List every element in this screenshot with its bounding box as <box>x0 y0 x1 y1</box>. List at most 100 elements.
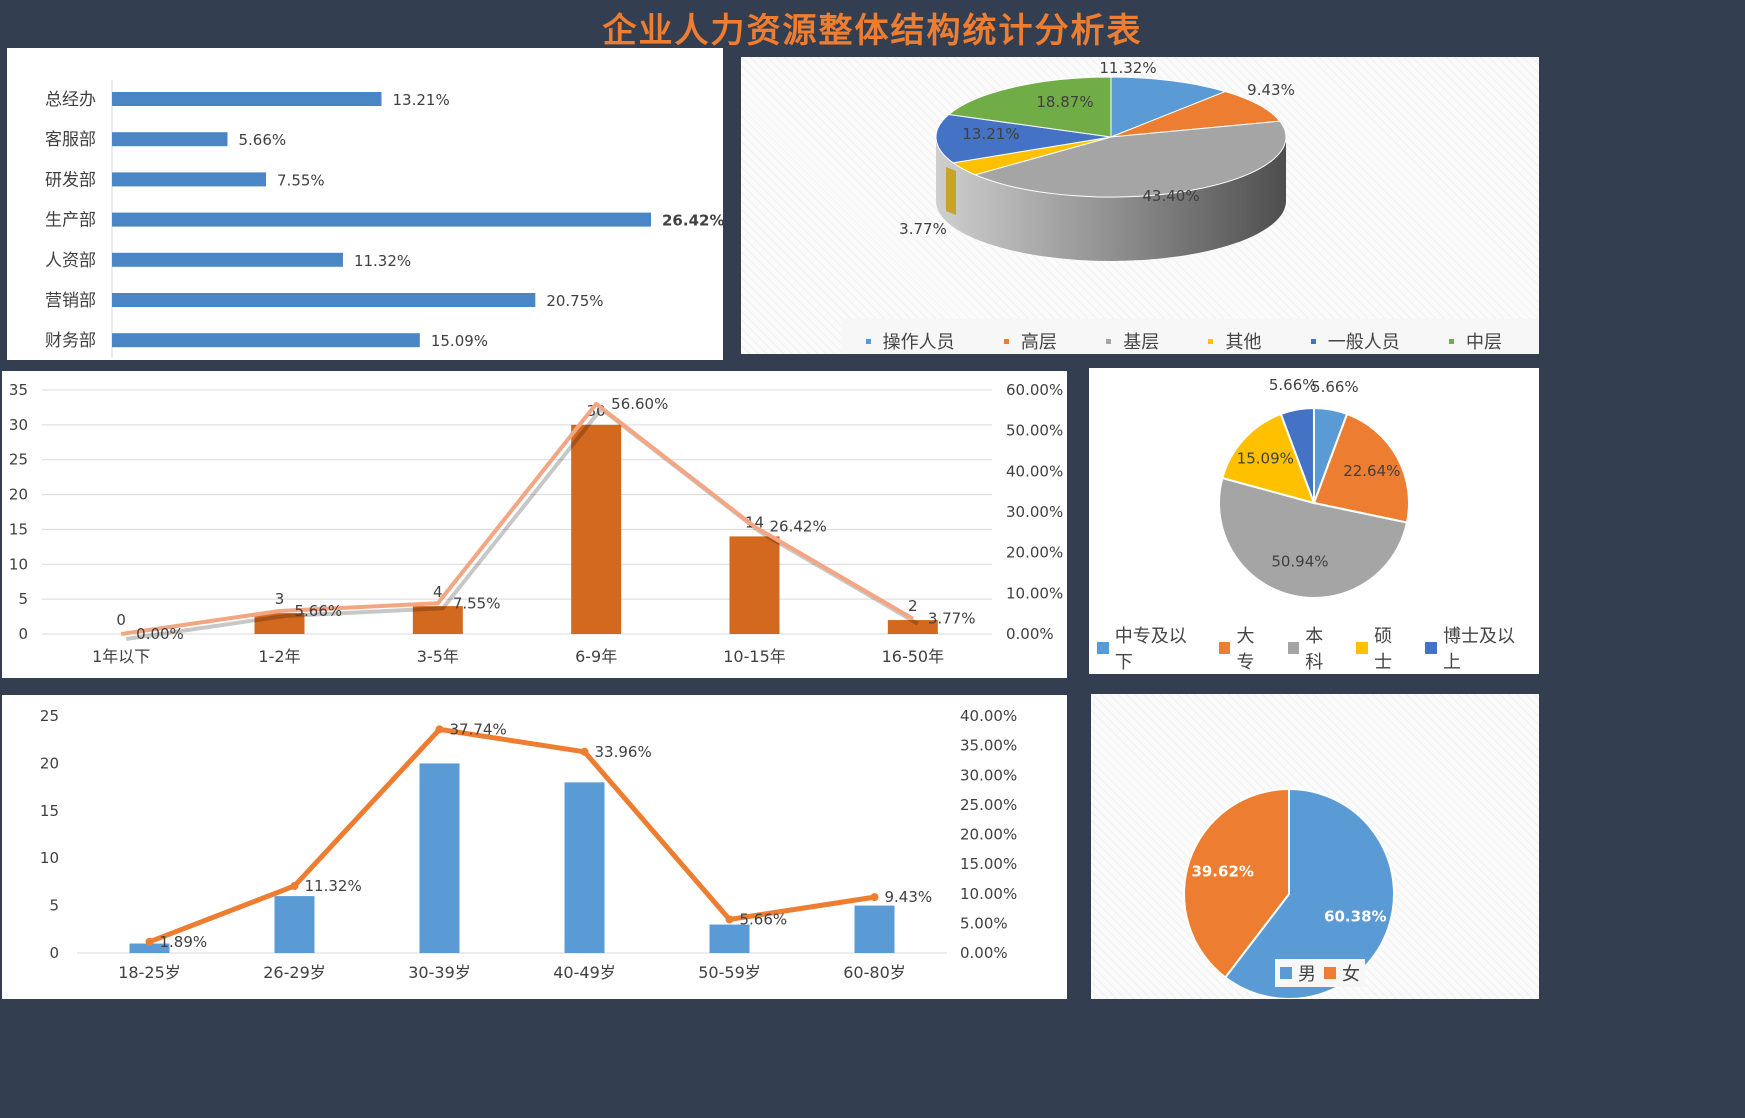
bar <box>412 606 463 634</box>
x-category-label: 10-15年 <box>723 647 786 666</box>
line-value-label: 1.89% <box>160 933 208 951</box>
legend-label: 操作人员 <box>882 332 955 353</box>
x-category-label: 18-25岁 <box>118 963 181 982</box>
pie-slice-label: 9.43% <box>1247 81 1295 99</box>
department-bar-chart-panel: 总经办 13.21% 客服部 5.66% 研发部 7.55% 生产部 26.42% 人资部 11.… <box>7 48 723 360</box>
y-left-tick: 20 <box>9 486 28 504</box>
legend-label: 一般人员 <box>1327 332 1400 353</box>
pie-slice-label: 60.38% <box>1324 907 1386 925</box>
dept-bar <box>112 212 651 227</box>
y-right-tick: 40.00% <box>960 707 1017 725</box>
legend-swatch <box>1310 338 1316 344</box>
legend-item: 中层 <box>1449 328 1502 354</box>
pie-slice <box>947 76 1112 138</box>
line-value-label: 33.96% <box>595 743 652 761</box>
dept-category-label: 研发部 <box>45 170 96 190</box>
line-marker <box>580 747 589 756</box>
y-left-tick: 15 <box>9 520 28 538</box>
pie-slice-label: 43.40% <box>1142 187 1199 205</box>
dept-category-label: 人资部 <box>45 251 96 271</box>
legend-label: 基层 <box>1123 332 1160 353</box>
x-category-label: 26-29岁 <box>263 963 326 982</box>
line-marker <box>145 937 154 946</box>
legend-swatch <box>1324 967 1336 979</box>
y-left-tick: 35 <box>9 381 28 399</box>
dept-bar <box>112 92 382 106</box>
legend-swatch <box>1425 642 1438 654</box>
dept-bar <box>112 132 228 147</box>
bar-value-label: 3 <box>275 590 285 608</box>
dept-bar <box>112 252 343 267</box>
legend-swatch <box>1003 338 1009 344</box>
bar <box>854 905 895 953</box>
legend-label: 本科 <box>1305 626 1324 673</box>
x-category-label: 60-80岁 <box>843 963 906 982</box>
bar <box>571 424 622 634</box>
tenure-combo-chart: 051015202530350.00%10.00%20.00%30.00%40.… <box>9 381 1063 666</box>
pie-slice-label: 15.09% <box>1237 449 1294 467</box>
line-value-label: 5.66% <box>295 602 343 620</box>
legend-swatch <box>1208 338 1214 344</box>
pie-slice <box>1218 476 1409 599</box>
pie-slice <box>1223 787 1395 999</box>
bar <box>274 896 315 953</box>
legend-label: 硕士 <box>1374 626 1393 673</box>
dept-category-label: 财务部 <box>45 331 96 351</box>
line-value-label: 3.77% <box>928 610 976 628</box>
line-value-label: 5.66% <box>740 910 788 928</box>
line-marker <box>870 893 879 902</box>
legend-label: 中层 <box>1466 332 1503 353</box>
dept-value-label: 7.55% <box>277 171 325 189</box>
y-right-tick: 5.00% <box>960 914 1008 932</box>
y-right-tick: 0.00% <box>1006 625 1054 643</box>
dept-value-label: 5.66% <box>238 131 286 149</box>
dept-value-label: 13.21% <box>393 91 450 109</box>
bar-value-label: 0 <box>116 611 126 629</box>
age-combo-chart: 0 5 10 15 20 25 0.00% 5.00% 10.00% 15.00% 20.00% 25… <box>40 707 1017 982</box>
pie-slice <box>1183 787 1290 979</box>
pie-slice <box>1110 76 1227 138</box>
y-left-tick: 0 <box>18 625 28 643</box>
dept-value-label: 15.09% <box>431 332 488 350</box>
y-left-tick: 10 <box>9 555 28 573</box>
gender-pie-chart: 60.38% 39.62% <box>1183 787 1395 999</box>
dept-bar <box>112 293 536 307</box>
age-combo-chart-panel: 0 5 10 15 20 25 0.00% 5.00% 10.00% 15.00% 20.00% 25… <box>2 695 1067 999</box>
y-left-tick: 5 <box>18 590 28 608</box>
job-level-pie-chart: 11.32% 9.43% 43.40% 3.77% 13.21% 18.87% <box>899 59 1295 261</box>
legend-swatch <box>1287 642 1300 654</box>
legend-item: 高层 <box>1003 328 1057 354</box>
legend-swatch <box>865 338 871 344</box>
department-bar-chart: 总经办 13.21% 客服部 5.66% 研发部 7.55% 生产部 26.42% 人资部 11.… <box>45 80 723 358</box>
x-category-label: 40-49岁 <box>553 963 616 982</box>
legend-item: 大专 <box>1218 622 1272 674</box>
bar <box>729 536 780 634</box>
page-title: 企业人力资源整体结构统计分析表 <box>602 11 1143 51</box>
line-marker <box>725 915 734 924</box>
y-left-tick: 0 <box>49 944 59 962</box>
legend-swatch <box>1218 642 1231 654</box>
bar <box>129 943 170 953</box>
legend-item: 中专及以下 <box>1097 622 1203 674</box>
legend-swatch <box>1356 642 1369 654</box>
line-value-label: 0.00% <box>136 625 184 643</box>
y-right-tick: 20.00% <box>1006 544 1063 562</box>
x-category-label: 1年以下 <box>92 647 150 666</box>
dept-value-label: 11.32% <box>354 252 411 270</box>
legend-item: 操作人员 <box>865 328 955 354</box>
bar-value-label: 2 <box>908 597 918 615</box>
dept-value-label: 26.42% <box>662 212 723 230</box>
bar <box>887 620 938 634</box>
legend-item: 硕士 <box>1356 622 1409 674</box>
legend-swatch <box>1449 338 1455 344</box>
dept-category-label: 营销部 <box>45 291 96 311</box>
pie-slice-label: 50.94% <box>1271 552 1328 570</box>
y-right-tick: 50.00% <box>1006 422 1063 440</box>
job-level-legend: 操作人员 高层 基层 其他 一般人员 中层 <box>841 319 1539 354</box>
pie-slice <box>973 120 1287 198</box>
bar <box>419 763 460 953</box>
y-right-tick: 10.00% <box>1006 584 1063 602</box>
pie-slice-label: 18.87% <box>1036 93 1093 111</box>
dept-bar <box>112 172 267 187</box>
dept-bar <box>112 333 420 348</box>
